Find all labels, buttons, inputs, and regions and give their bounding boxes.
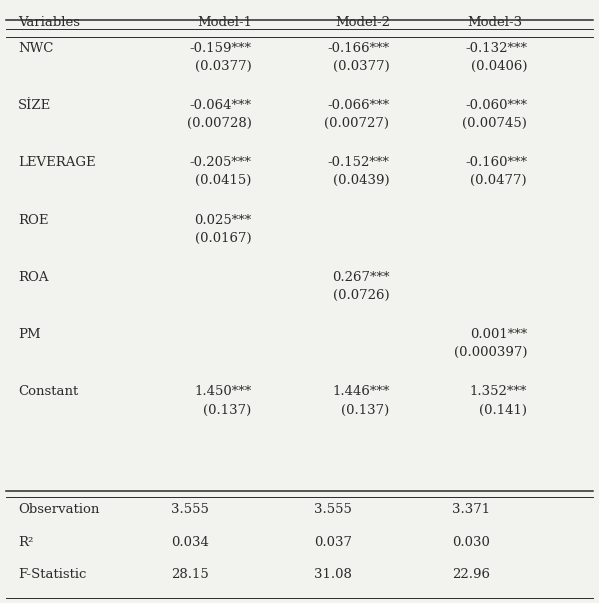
Text: -0.132***: -0.132*** bbox=[465, 42, 527, 55]
Text: -0.060***: -0.060*** bbox=[465, 99, 527, 112]
Text: 28.15: 28.15 bbox=[171, 568, 208, 581]
Text: 3.555: 3.555 bbox=[314, 503, 352, 516]
Text: F-Statistic: F-Statistic bbox=[18, 568, 86, 581]
Text: (0.141): (0.141) bbox=[479, 403, 527, 417]
Text: 0.267***: 0.267*** bbox=[332, 271, 389, 284]
Text: 0.034: 0.034 bbox=[171, 535, 208, 549]
Text: -0.159***: -0.159*** bbox=[189, 42, 252, 55]
Text: 3.371: 3.371 bbox=[452, 503, 491, 516]
Text: -0.166***: -0.166*** bbox=[327, 42, 389, 55]
Text: Variables: Variables bbox=[18, 16, 80, 30]
Text: Model-1: Model-1 bbox=[198, 16, 253, 30]
Text: 1.352***: 1.352*** bbox=[470, 385, 527, 399]
Text: R²: R² bbox=[18, 535, 34, 549]
Text: PM: PM bbox=[18, 328, 41, 341]
Text: Observation: Observation bbox=[18, 503, 99, 516]
Text: 31.08: 31.08 bbox=[314, 568, 352, 581]
Text: (0.0377): (0.0377) bbox=[195, 60, 252, 73]
Text: NWC: NWC bbox=[18, 42, 53, 55]
Text: (0.0415): (0.0415) bbox=[195, 174, 252, 188]
Text: 0.030: 0.030 bbox=[452, 535, 490, 549]
Text: -0.064***: -0.064*** bbox=[189, 99, 252, 112]
Text: (0.0726): (0.0726) bbox=[332, 289, 389, 302]
Text: -0.205***: -0.205*** bbox=[190, 156, 252, 169]
Text: 3.555: 3.555 bbox=[171, 503, 208, 516]
Text: (0.00745): (0.00745) bbox=[462, 117, 527, 130]
Text: ROE: ROE bbox=[18, 213, 49, 227]
Text: (0.0167): (0.0167) bbox=[195, 232, 252, 245]
Text: SİZE: SİZE bbox=[18, 99, 52, 112]
Text: Model-2: Model-2 bbox=[335, 16, 391, 30]
Text: ROA: ROA bbox=[18, 271, 49, 284]
Text: -0.160***: -0.160*** bbox=[465, 156, 527, 169]
Text: 0.001***: 0.001*** bbox=[470, 328, 527, 341]
Text: (0.00728): (0.00728) bbox=[187, 117, 252, 130]
Text: 22.96: 22.96 bbox=[452, 568, 490, 581]
Text: 1.446***: 1.446*** bbox=[332, 385, 389, 399]
Text: 0.037: 0.037 bbox=[314, 535, 352, 549]
Text: (0.137): (0.137) bbox=[203, 403, 252, 417]
Text: Constant: Constant bbox=[18, 385, 78, 399]
Text: LEVERAGE: LEVERAGE bbox=[18, 156, 96, 169]
Text: (0.0477): (0.0477) bbox=[470, 174, 527, 188]
Text: (0.0377): (0.0377) bbox=[332, 60, 389, 73]
Text: 0.025***: 0.025*** bbox=[194, 213, 252, 227]
Text: (0.0439): (0.0439) bbox=[332, 174, 389, 188]
Text: -0.066***: -0.066*** bbox=[327, 99, 389, 112]
Text: 1.450***: 1.450*** bbox=[194, 385, 252, 399]
Text: (0.137): (0.137) bbox=[341, 403, 389, 417]
Text: (0.0406): (0.0406) bbox=[471, 60, 527, 73]
Text: (0.000397): (0.000397) bbox=[453, 346, 527, 359]
Text: (0.00727): (0.00727) bbox=[324, 117, 389, 130]
Text: -0.152***: -0.152*** bbox=[328, 156, 389, 169]
Text: Model-3: Model-3 bbox=[467, 16, 522, 30]
